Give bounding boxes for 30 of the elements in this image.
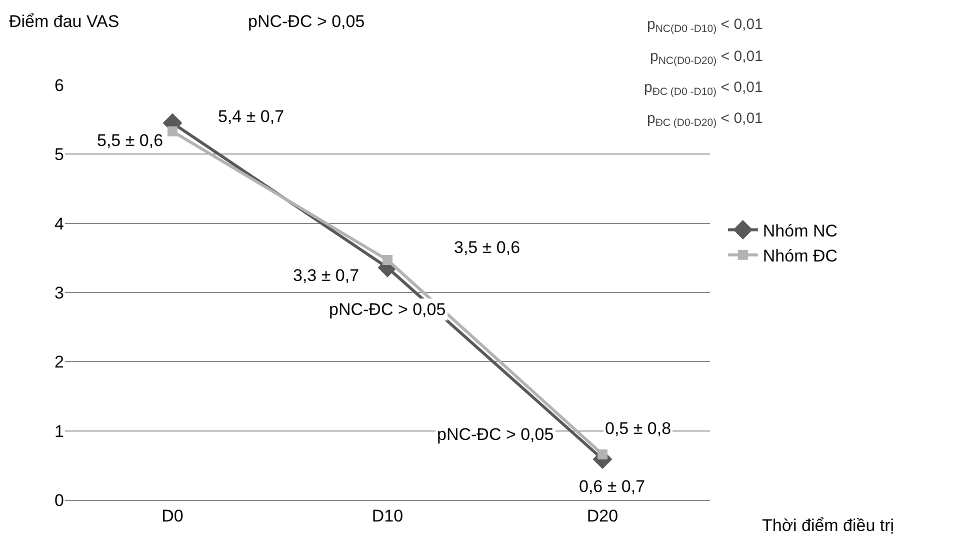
annotation: pNC-ĐC > 0,05 bbox=[329, 300, 446, 319]
x-tick-label: D20 bbox=[586, 506, 618, 526]
annotation: 5,4 ± 0,7 bbox=[218, 107, 284, 126]
y-tick-label: 6 bbox=[54, 76, 64, 95]
annotation: 0,6 ± 0,7 bbox=[579, 477, 646, 496]
x-tick-label: D10 bbox=[372, 506, 404, 526]
y-tick-label: 1 bbox=[54, 422, 64, 441]
annotation: pNC-ĐC > 0,05 bbox=[437, 425, 554, 444]
y-tick-label: 2 bbox=[54, 352, 64, 372]
text: p$_{NC(D0-D20)}$ < 0,01 bbox=[650, 48, 763, 68]
y-tick-label: 4 bbox=[54, 214, 64, 234]
annotation: 5,5 ± 0,6 bbox=[97, 131, 164, 150]
x-axis-title: Thời điểm điều trị bbox=[762, 516, 894, 535]
legend-label: Nhóm ĐC bbox=[762, 246, 838, 266]
text: p$_{NC(D0 -D10)}$ < 0,01 bbox=[647, 16, 763, 36]
annotation: p$_{ĐC (D0 -D10)}$ < 0,01 bbox=[644, 79, 763, 98]
annotation: 0,5 ± 0,8 bbox=[605, 419, 672, 438]
y-tick-label: 0 bbox=[54, 490, 64, 510]
y-tick-label: 5 bbox=[54, 145, 64, 164]
point bbox=[168, 126, 178, 136]
annotation: 3,5 ± 0,6 bbox=[454, 238, 520, 257]
y-tick-label: 3 bbox=[54, 283, 64, 302]
annotation: 3,3 ± 0,7 bbox=[293, 266, 360, 285]
y-axis-title: Điểm đau VAS bbox=[9, 12, 120, 31]
point bbox=[382, 254, 392, 265]
text: pNC-ĐC > 0,05 bbox=[248, 12, 365, 31]
legend-label: Nhóm NC bbox=[762, 221, 838, 240]
x-tick-label: D0 bbox=[162, 506, 184, 526]
annotation: p$_{ĐC (D0-D20)}$ < 0,01 bbox=[647, 110, 763, 130]
point bbox=[598, 449, 608, 460]
